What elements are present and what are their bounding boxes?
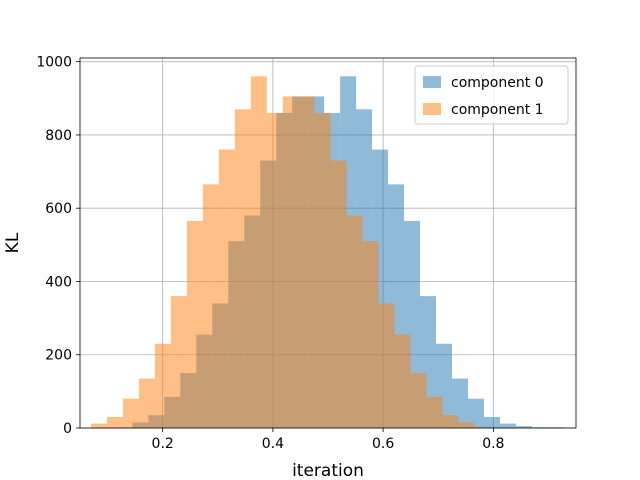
histogram-bar-series-1 xyxy=(107,417,123,428)
histogram-bar-series-1 xyxy=(474,426,491,428)
histogram-bar-series-1 xyxy=(378,303,395,428)
histogram-bar-series-1 xyxy=(266,112,283,428)
legend: component 0 component 1 xyxy=(414,65,569,125)
histogram-bar-series-1 xyxy=(234,109,251,428)
histogram-bar-series-1 xyxy=(170,296,187,428)
histogram-bar-series-1 xyxy=(362,241,379,428)
histogram-bar-series-0 xyxy=(483,417,500,428)
histogram-bar-series-1 xyxy=(122,398,139,428)
legend-label: component 1 xyxy=(451,102,544,118)
histogram-bar-series-0 xyxy=(499,423,516,428)
x-tick-label: 0.4 xyxy=(262,436,284,452)
histogram-bar-series-1 xyxy=(410,373,427,428)
legend-frame xyxy=(414,65,569,125)
y-tick-label: 0 xyxy=(63,421,72,437)
y-tick-label: 400 xyxy=(45,274,72,290)
histogram-bar-series-1 xyxy=(394,334,411,428)
histogram-bar-series-0 xyxy=(515,426,532,428)
histogram-bar-series-1 xyxy=(186,221,203,428)
y-tick-label: 600 xyxy=(45,201,72,217)
y-tick-label: 200 xyxy=(45,348,72,364)
histogram-bar-series-1 xyxy=(426,396,443,428)
x-tick-label: 0.8 xyxy=(482,436,504,452)
histogram-bar-series-1 xyxy=(330,160,347,428)
y-tick-label: 800 xyxy=(45,128,72,144)
histogram-bar-series-1 xyxy=(442,415,459,428)
histogram-bar-series-1 xyxy=(218,149,235,428)
histogram-bar-series-1 xyxy=(138,378,155,428)
histogram-bar-series-1 xyxy=(282,96,299,429)
legend-swatch xyxy=(423,103,441,115)
histogram-bar-series-0 xyxy=(467,398,484,428)
histogram-bar-series-1 xyxy=(250,76,267,428)
y-tick-label: 1000 xyxy=(36,55,72,71)
legend-label: component 0 xyxy=(451,75,544,91)
histogram-bar-series-1 xyxy=(202,184,219,428)
histogram-bar-series-1 xyxy=(346,215,363,428)
histogram-bars xyxy=(91,76,564,429)
histogram-bar-series-1 xyxy=(154,343,171,428)
histogram-bar-series-1 xyxy=(314,112,331,428)
histogram-bar-series-1 xyxy=(298,96,315,429)
x-tick-label: 0.2 xyxy=(152,436,174,452)
x-axis-label: iteration xyxy=(292,461,364,480)
histogram-bar-series-1 xyxy=(458,422,475,428)
histogram-bar-series-1 xyxy=(91,423,108,428)
plot-frame xyxy=(79,57,577,429)
y-axis-label: KL xyxy=(3,232,23,253)
legend-swatch xyxy=(423,76,441,88)
x-tick-label: 0.6 xyxy=(372,436,394,452)
axis-ticks: 0.2 0.4 0.6 0.8 0 200 400 600 800 1000 xyxy=(36,55,504,452)
